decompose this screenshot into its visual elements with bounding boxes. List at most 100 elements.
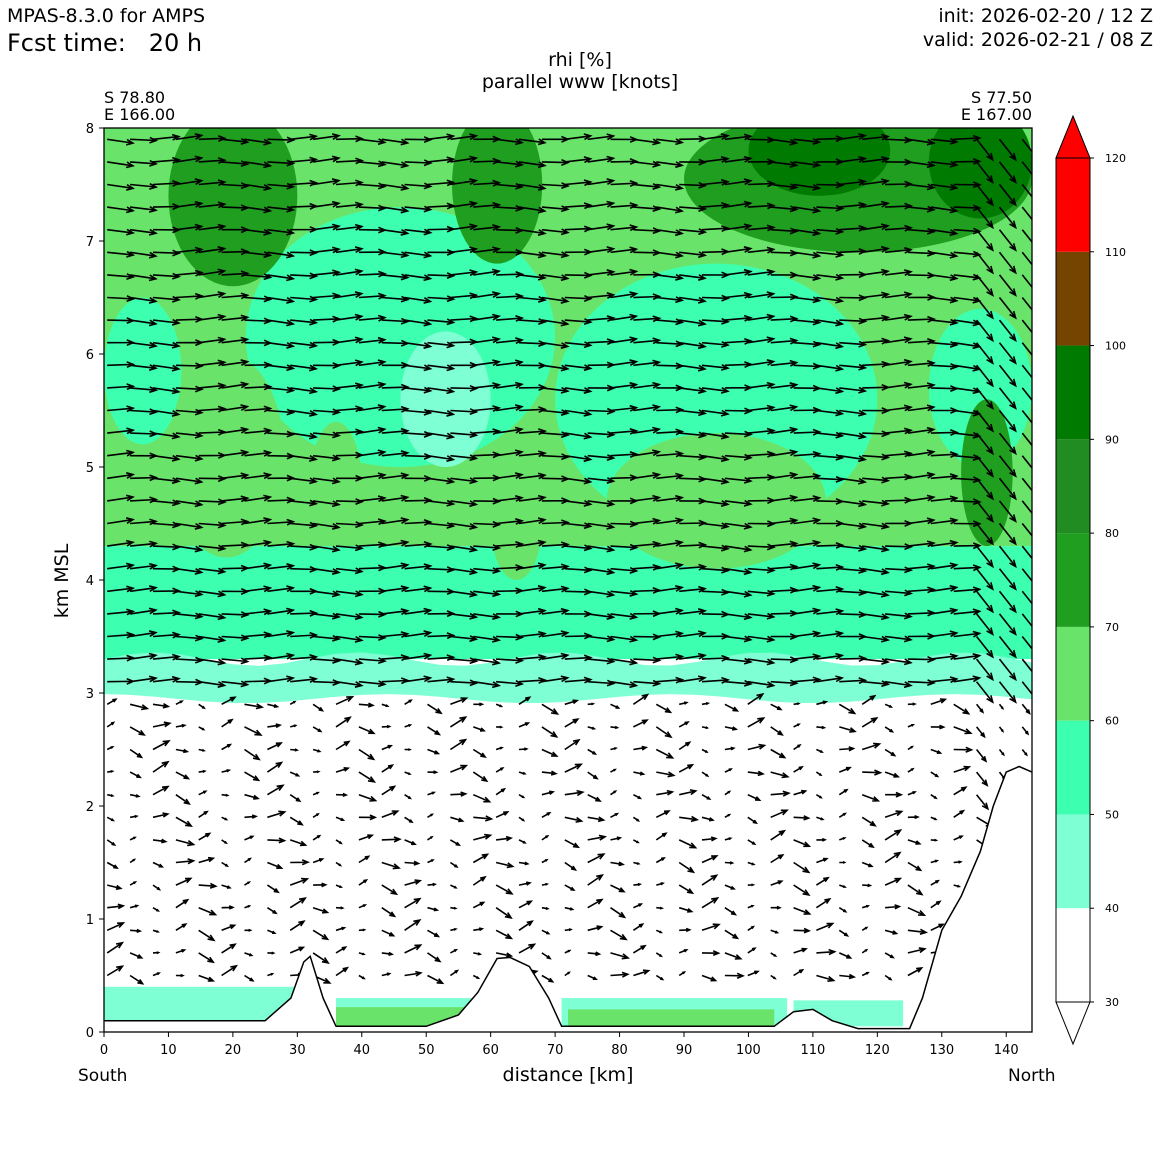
wind-arrow <box>793 839 812 848</box>
wind-arrow <box>130 159 159 167</box>
wind-arrow <box>198 223 227 231</box>
wind-arrow <box>541 453 570 461</box>
wind-arrow <box>770 359 799 367</box>
wind-arrow <box>884 974 893 981</box>
wind-arrow <box>724 884 736 890</box>
wind-arrow <box>839 477 868 485</box>
wind-arrow <box>884 748 897 757</box>
right-end-label: North <box>1008 1066 1056 1086</box>
wind-arrow <box>816 431 845 439</box>
colorbar-segment <box>1056 251 1090 346</box>
wind-arrow <box>404 970 423 977</box>
wind-arrow <box>839 655 868 663</box>
wind-arrow <box>244 928 253 932</box>
wind-arrow <box>427 454 456 462</box>
wind-arrow <box>930 251 959 259</box>
wind-arrow <box>679 541 708 549</box>
wind-arrow <box>633 404 662 412</box>
wind-arrow <box>381 764 395 773</box>
wind-arrow <box>747 743 767 751</box>
wind-arrow <box>770 293 799 301</box>
wind-arrow <box>747 692 765 705</box>
wind-arrow <box>130 562 158 570</box>
colorbar-segment <box>1056 908 1090 1002</box>
wind-arrow <box>930 879 940 886</box>
wind-arrow <box>152 838 168 844</box>
wind-arrow <box>655 952 664 958</box>
wind-arrow <box>175 634 204 642</box>
wind-arrow <box>358 541 387 549</box>
wind-arrow <box>450 178 479 186</box>
wind-arrow <box>975 703 985 714</box>
wind-arrow <box>816 475 845 483</box>
wind-arrow <box>152 631 181 639</box>
wind-arrow <box>679 364 707 372</box>
wind-arrow <box>610 543 639 551</box>
wind-arrow <box>450 408 479 416</box>
wind-arrow <box>724 430 753 438</box>
wind-arrow <box>975 658 994 682</box>
wind-arrow <box>130 364 158 371</box>
wind-arrow <box>1021 364 1032 379</box>
wind-arrow <box>244 361 273 369</box>
wind-arrow <box>793 138 822 145</box>
wind-arrow <box>930 517 959 525</box>
wind-arrow <box>793 318 822 326</box>
wind-arrow <box>793 562 822 570</box>
init-time: init: 2026-02-20 / 12 Z <box>938 5 1153 27</box>
wind-arrow <box>244 251 273 259</box>
wind-arrow <box>381 251 410 259</box>
wind-arrow <box>907 655 936 663</box>
wind-arrow <box>884 851 902 864</box>
wind-arrow <box>930 318 959 326</box>
wind-arrow <box>1021 297 1032 312</box>
wind-arrow <box>221 634 250 642</box>
wind-arrow <box>244 273 273 281</box>
wind-arrow <box>221 680 250 688</box>
wind-arrow <box>816 837 827 842</box>
wind-arrow <box>129 904 140 909</box>
wind-arrow <box>839 746 856 752</box>
wind-arrow <box>747 635 776 643</box>
wind-arrow <box>107 206 136 214</box>
wind-arrow <box>655 726 673 739</box>
wind-arrow <box>656 630 685 638</box>
wind-arrow <box>107 361 136 369</box>
wind-arrow <box>839 973 857 980</box>
wind-arrow <box>724 155 753 163</box>
wind-arrow <box>907 471 936 480</box>
wind-arrow <box>861 926 869 931</box>
wind-arrow <box>381 631 410 638</box>
wind-arrow <box>473 157 502 165</box>
wind-arrow <box>747 291 776 299</box>
wind-arrow <box>106 746 115 751</box>
wind-arrow <box>312 500 341 508</box>
wind-arrow <box>495 746 504 751</box>
wind-arrow <box>975 184 994 207</box>
wind-arrow <box>839 155 868 163</box>
wind-arrow <box>793 676 822 684</box>
left-end-label: South <box>78 1066 128 1086</box>
wind-arrow <box>312 952 330 965</box>
wind-arrow <box>862 268 890 276</box>
wind-arrow <box>701 654 731 662</box>
wind-arrow <box>1021 477 1032 492</box>
y-tick-label: 6 <box>86 348 94 363</box>
wind-arrow <box>930 539 959 547</box>
wind-arrow <box>404 860 421 866</box>
wind-arrow <box>885 269 913 276</box>
wind-arrow <box>381 317 410 325</box>
wind-arrow <box>175 178 204 186</box>
wind-arrow <box>862 613 890 621</box>
wind-arrow <box>267 205 296 213</box>
wind-arrow <box>953 835 964 841</box>
y-tick-label: 7 <box>86 235 94 250</box>
wind-arrow <box>198 157 227 165</box>
wind-arrow <box>244 793 260 800</box>
wind-arrow <box>496 359 524 367</box>
wind-arrow <box>861 904 871 909</box>
wind-arrow <box>564 699 580 706</box>
wind-arrow <box>862 360 891 368</box>
wind-arrow <box>679 319 707 327</box>
wind-arrow <box>839 340 868 348</box>
